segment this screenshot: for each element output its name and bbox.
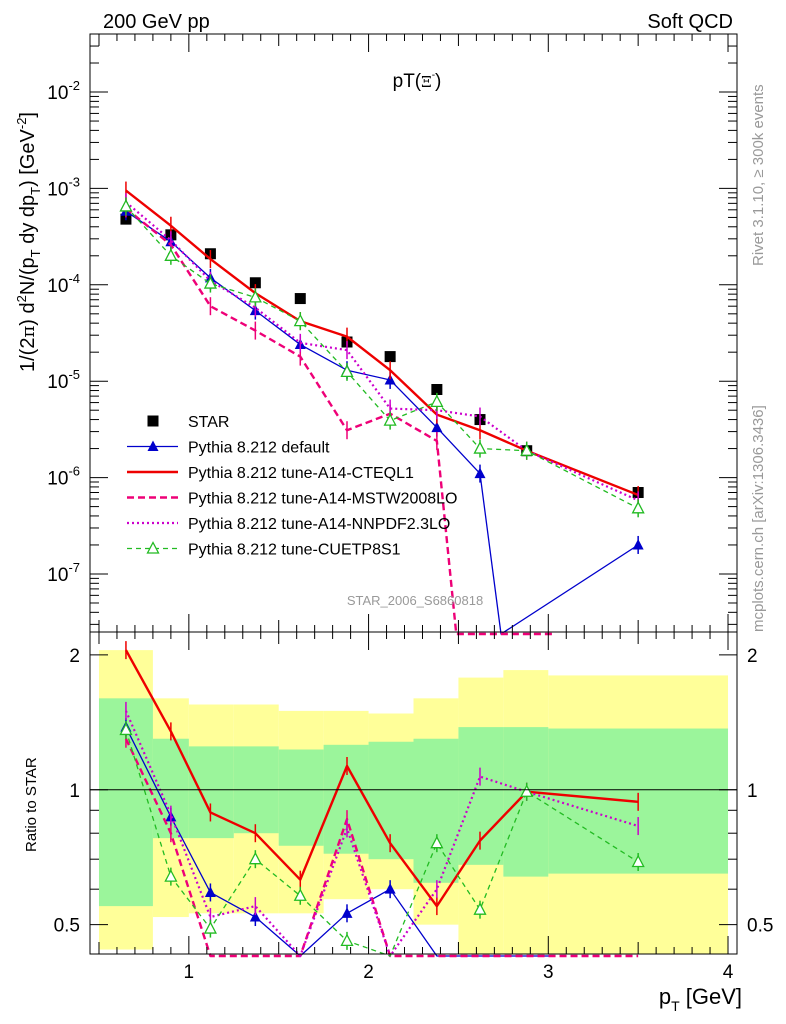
y-tick-label-base: 10 — [47, 83, 68, 104]
data-point-cuetp — [293, 888, 307, 901]
data-point-cuetp — [340, 933, 354, 947]
legend-label-cteq: Pythia 8.212 tune-A14-CTEQL1 — [188, 465, 414, 482]
data-point-default — [341, 907, 353, 918]
plot-title-end: ) — [435, 71, 441, 92]
data-point-default — [249, 911, 261, 922]
data-point-cuetp — [473, 441, 487, 454]
ratio-y-ticks: 0.5 0.5 1 1 2 2 — [54, 646, 774, 937]
data-point-cuetp — [164, 248, 178, 261]
mcplots-reference-label: mcplots.cern.ch [arXiv:1306.3436] — [750, 405, 767, 632]
series-line-nnpdf — [125, 201, 639, 502]
x-ticks: 1 2 3 4 — [98, 34, 734, 983]
y-tick-label-exponent: -3 — [68, 174, 80, 189]
x-tick-label: 2 — [363, 962, 374, 983]
data-point-cuetp — [473, 902, 487, 915]
data-point-default — [384, 883, 396, 894]
ratio-y-tick-label-right: 2 — [747, 646, 758, 667]
ratio-panel-frame — [89, 631, 738, 955]
data-point-cuetp — [248, 290, 262, 303]
y-tick-label-exponent: -7 — [68, 560, 80, 575]
series-line-nnpdf — [124, 710, 639, 958]
data-point-cuetp — [293, 313, 307, 327]
band-inner-segment — [458, 727, 504, 865]
data-point-cuetp — [520, 443, 534, 456]
analysis-id-label: STAR_2006_S6860818 — [347, 593, 483, 608]
data-point-cuetp — [203, 921, 217, 934]
plot-title-text: pT( — [393, 71, 422, 92]
data-point-default — [474, 467, 486, 479]
data-point-default — [431, 421, 443, 433]
rivet-version-label: Rivet 3.1.10, ≥ 300k events — [750, 84, 767, 266]
data-point-cuetp — [119, 722, 133, 736]
x-tick-label: 1 — [184, 962, 195, 983]
band-inner-segment — [188, 746, 234, 839]
data-point-cuetp — [631, 500, 645, 514]
header-right-label: Soft QCD — [647, 11, 733, 33]
data-point-star — [294, 293, 306, 305]
data-point-default — [632, 538, 644, 550]
x-tick-label: 3 — [543, 962, 554, 983]
ratio-y-tick-label: 0.5 — [54, 916, 80, 937]
plot-title-symbol: Ξ — [421, 73, 432, 91]
header-left-label: 200 GeV pp — [103, 11, 210, 33]
legend-label-mstw: Pythia 8.212 tune-A14-MSTW2008LO — [188, 491, 457, 508]
data-point-cuetp — [383, 413, 397, 426]
ratio-y-axis-label: Ratio to STAR — [23, 757, 40, 852]
legend-label-cuetp: Pythia 8.212 tune-CUETP8S1 — [188, 542, 401, 559]
y-tick-label-exponent: -2 — [68, 78, 80, 93]
legend: STAR Pythia 8.212 default Pythia 8.212 tun… — [127, 414, 457, 559]
legend-label-default: Pythia 8.212 default — [188, 440, 330, 457]
legend-marker-default — [147, 440, 159, 451]
legend-label-star: STAR — [188, 414, 229, 431]
main-y-ticks: 10-710-610-510-410-310-2 — [47, 33, 737, 625]
plot-title: pT(Ξ-) — [393, 70, 442, 92]
y-tick-label-exponent: -5 — [68, 367, 80, 382]
y-tick-label: 10-5 — [47, 367, 80, 393]
y-tick-label: 10-2 — [47, 78, 80, 104]
data-point-star — [249, 277, 261, 289]
y-tick-label: 10-6 — [47, 464, 80, 490]
band-inner-segment — [368, 741, 414, 860]
ratio-y-tick-label-right: 1 — [747, 781, 758, 802]
ratio-y-tick-label: 1 — [69, 781, 80, 802]
data-point-cuetp — [430, 835, 444, 849]
y-tick-label-base: 10 — [47, 276, 68, 297]
data-point-cuetp — [520, 784, 534, 797]
data-point-cuetp — [340, 364, 354, 378]
data-point-cuetp — [631, 854, 645, 868]
legend-marker-cuetp — [146, 541, 160, 554]
band-inner-segment — [278, 749, 324, 846]
x-tick-label: 4 — [723, 962, 734, 983]
x-axis-label: pT [GeV] — [659, 984, 742, 1014]
band-inner-segment — [413, 738, 459, 883]
main-y-axis-label: 1/(2π) d2N/(pT dy dpT) [GeV-2] — [14, 112, 43, 372]
legend-label-nnpdf: Pythia 8.212 tune-A14-NNPDF2.3LO — [188, 516, 450, 533]
data-point-cuetp — [203, 276, 217, 289]
y-tick-label-exponent: -6 — [68, 464, 80, 479]
y-tick-label-base: 10 — [47, 179, 68, 200]
data-point-default — [204, 886, 216, 897]
ratio-y-tick-label: 2 — [69, 646, 80, 667]
y-tick-label: 10-7 — [47, 560, 80, 586]
y-tick-label-base: 10 — [47, 372, 68, 393]
ratio-panel-series — [119, 641, 645, 958]
y-tick-label-base: 10 — [47, 469, 68, 490]
y-tick-label-base: 10 — [47, 565, 68, 586]
y-tick-label-exponent: -4 — [68, 271, 80, 286]
data-point-cuetp — [164, 869, 178, 882]
plot-title-sup: - — [432, 70, 435, 81]
main-panel-series — [119, 181, 645, 636]
ratio-y-tick-label-right: 0.5 — [747, 916, 773, 937]
data-point-cuetp — [248, 851, 262, 865]
band-inner-segment — [323, 744, 369, 854]
y-tick-label: 10-3 — [47, 174, 80, 200]
legend-marker-star — [147, 415, 159, 427]
data-point-star — [431, 384, 443, 396]
data-point-cuetp — [430, 394, 444, 408]
data-point-cuetp — [119, 199, 133, 212]
data-point-star — [384, 351, 396, 363]
y-tick-label: 10-4 — [47, 271, 80, 297]
band-inner-segment — [503, 727, 549, 877]
